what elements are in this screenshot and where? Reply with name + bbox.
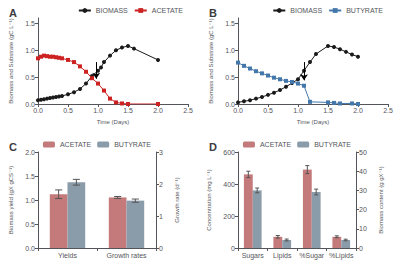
svg-text:BIOMASS: BIOMASS: [96, 7, 128, 14]
svg-text:Time (Days): Time (Days): [297, 119, 329, 125]
svg-text:2.5: 2.5: [383, 107, 393, 114]
svg-text:BIOMASS: BIOMASS: [290, 7, 322, 14]
svg-text:Growth rate (d⁻¹): Growth rate (d⁻¹): [174, 177, 180, 223]
svg-text:1.5: 1.5: [25, 173, 35, 180]
svg-text:%Lipids: %Lipids: [329, 252, 354, 260]
svg-text:1.5: 1.5: [323, 107, 333, 114]
svg-text:400: 400: [223, 181, 235, 188]
svg-text:0: 0: [359, 245, 363, 252]
svg-text:0: 0: [231, 245, 235, 252]
svg-text:1: 1: [159, 213, 163, 220]
svg-text:50: 50: [359, 149, 367, 156]
svg-text:600: 600: [223, 149, 235, 156]
svg-text:2.0: 2.0: [353, 107, 363, 114]
svg-text:1.0: 1.0: [25, 197, 35, 204]
svg-text:40: 40: [359, 168, 367, 175]
svg-text:0.5: 0.5: [225, 74, 235, 81]
svg-text:2: 2: [159, 181, 163, 188]
svg-text:20: 20: [359, 206, 367, 213]
svg-text:Growth rates: Growth rates: [106, 252, 147, 259]
svg-text:Time (Days): Time (Days): [97, 119, 129, 125]
svg-text:Biomass and Substrate (gC L⁻¹): Biomass and Substrate (gC L⁻¹): [208, 18, 214, 104]
svg-text:1.0: 1.0: [93, 107, 103, 114]
svg-text:Biomass content (g gX⁻¹): Biomass content (g gX⁻¹): [378, 166, 384, 234]
svg-text:ACETATE: ACETATE: [60, 141, 92, 148]
svg-text:1.0: 1.0: [25, 47, 35, 54]
svg-text:Yields: Yields: [58, 252, 77, 259]
svg-text:0.0: 0.0: [33, 107, 43, 114]
svg-text:BUTYRATE: BUTYRATE: [114, 141, 151, 148]
svg-text:Biomass and Substrate (gC L⁻¹): Biomass and Substrate (gC L⁻¹): [8, 18, 14, 104]
svg-text:Lipids: Lipids: [273, 252, 292, 260]
svg-text:1.5: 1.5: [225, 20, 235, 27]
svg-text:3: 3: [159, 149, 163, 156]
svg-text:2.0: 2.0: [153, 107, 163, 114]
svg-text:Concentration (mg L⁻¹): Concentration (mg L⁻¹): [206, 169, 212, 231]
svg-text:0.0: 0.0: [25, 100, 35, 108]
svg-text:Biomass yield (gX gCS⁻¹): Biomass yield (gX gCS⁻¹): [8, 166, 14, 235]
svg-text:0.5: 0.5: [263, 107, 273, 114]
svg-text:1.0: 1.0: [225, 47, 235, 54]
svg-text:2.5: 2.5: [183, 107, 193, 114]
svg-text:1.5: 1.5: [25, 20, 35, 27]
svg-text:BUTYRATE: BUTYRATE: [346, 7, 383, 14]
svg-text:ACETATE: ACETATE: [152, 7, 184, 14]
svg-text:D: D: [209, 141, 217, 153]
svg-text:Sugars: Sugars: [242, 252, 265, 260]
svg-text:0.5: 0.5: [25, 74, 35, 81]
svg-text:200: 200: [223, 213, 235, 220]
svg-text:A: A: [9, 7, 17, 19]
svg-text:0.0: 0.0: [225, 100, 235, 108]
svg-text:ACETATE: ACETATE: [260, 141, 292, 148]
svg-text:1.0: 1.0: [293, 107, 303, 114]
svg-text:0.0: 0.0: [25, 245, 35, 252]
svg-text:%Sugar: %Sugar: [299, 252, 325, 260]
svg-text:0.5: 0.5: [25, 221, 35, 228]
svg-text:0.5: 0.5: [63, 107, 73, 114]
svg-text:C: C: [9, 141, 17, 153]
svg-text:2.0: 2.0: [25, 149, 35, 156]
svg-text:30: 30: [359, 187, 367, 194]
svg-text:0: 0: [159, 245, 163, 252]
svg-text:B: B: [209, 7, 217, 19]
svg-text:0.0: 0.0: [233, 107, 243, 114]
svg-text:1.5: 1.5: [123, 107, 133, 114]
svg-text:BUTYRATE: BUTYRATE: [314, 141, 351, 148]
svg-text:10: 10: [359, 225, 367, 232]
